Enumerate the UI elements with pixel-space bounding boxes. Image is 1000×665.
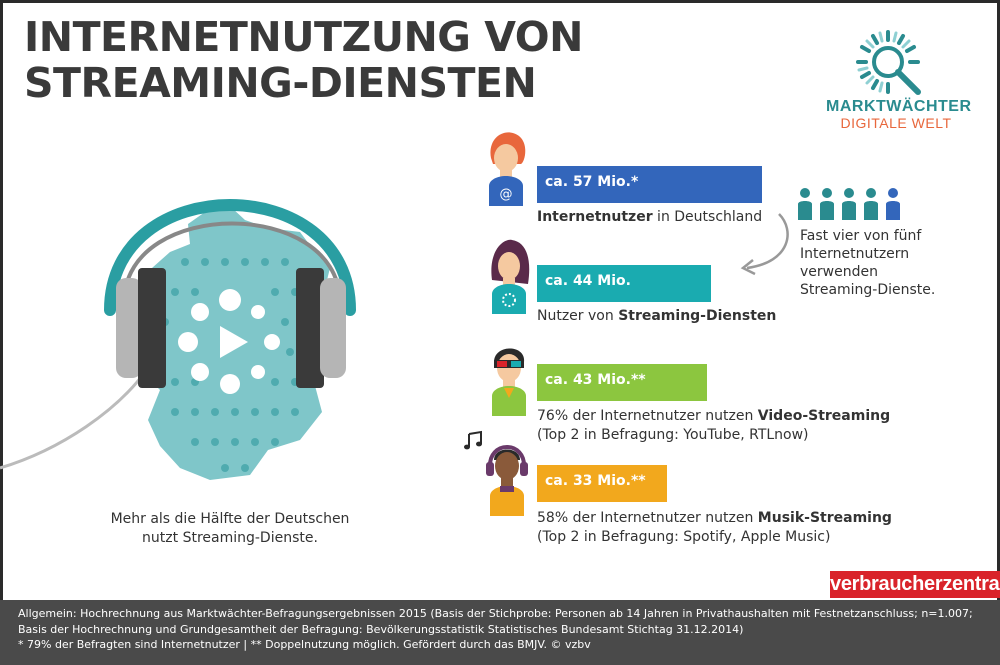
stat-bar: ca. 57 Mio.* — [537, 166, 762, 203]
curved-arrow-icon — [740, 213, 789, 276]
stat-description-bold: Video-Streaming — [757, 408, 891, 424]
side-note-line-4: Streaming-Dienste. — [800, 282, 936, 298]
map-caption-line-2: nutzt Streaming-Dienste. — [142, 530, 318, 546]
stat-description-prefix: 76% der Internetnutzer nutzen — [537, 408, 758, 424]
stat-description-bold: Streaming-Diensten — [618, 308, 777, 324]
stat-description-line-1: Nutzer von Streaming-Diensten — [537, 307, 776, 326]
stat-description: 76% der Internetnutzer nutzen Video-Stre… — [537, 407, 890, 445]
title-line-2: STREAMING-DIENSTEN — [24, 59, 537, 107]
logo-subtitle: DIGITALE WELT — [840, 115, 952, 131]
stat-description: Internetnutzer in Deutschland — [537, 208, 762, 227]
logo-name: MARKTWÄCHTER — [826, 98, 972, 115]
person-icon — [491, 239, 530, 314]
title-line-1: INTERNETNUTZUNG VON — [24, 13, 583, 61]
people-icon — [798, 188, 900, 220]
stat-description-rest: in Deutschland — [652, 209, 763, 225]
stat-description-bold: Musik-Streaming — [757, 510, 892, 526]
stat-description-prefix: Nutzer von — [537, 308, 619, 324]
footer-line-3: * 79% der Befragten sind Internetnutzer … — [18, 638, 591, 651]
stat-description: 58% der Internetnutzer nutzen Musik-Stre… — [537, 509, 892, 547]
stat-description-line-1: Internetnutzer in Deutschland — [537, 208, 762, 227]
stat-bar: ca. 43 Mio.** — [537, 364, 707, 401]
side-note-line-1: Fast vier von fünf — [800, 228, 922, 244]
person-icon: @ — [489, 132, 526, 206]
music-note-icon — [464, 430, 482, 450]
footer: Allgemein: Hochrechnung aus Marktwächter… — [0, 600, 1000, 665]
stat-bar: ca. 44 Mio. — [537, 265, 711, 302]
stat-description-bold: Internetnutzer — [537, 209, 653, 225]
side-note-line-2: Internetnutzern — [800, 246, 910, 262]
stat-description-line-1: 58% der Internetnutzer nutzen Musik-Stre… — [537, 509, 892, 528]
stat-description-line-2: (Top 2 in Befragung: Spotify, Apple Musi… — [537, 529, 831, 545]
map-caption-line-1: Mehr als die Hälfte der Deutschen — [110, 511, 350, 527]
side-note-line-3: verwenden — [800, 264, 878, 280]
map-caption: Mehr als die Hälfte der Deutschen nutzt … — [90, 510, 370, 548]
side-note: Fast vier von fünf Internetnutzern verwe… — [800, 227, 980, 299]
magnifier-icon — [856, 30, 921, 95]
svg-text:@: @ — [500, 187, 513, 202]
stat-description-line-1: 76% der Internetnutzer nutzen Video-Stre… — [537, 407, 890, 426]
stat-description-prefix: 58% der Internetnutzer nutzen — [537, 510, 758, 526]
3d-glasses-person-icon — [492, 348, 526, 416]
page-title: INTERNETNUTZUNG VON STREAMING-DIENSTEN — [24, 14, 583, 106]
germany-map-headphones-illustration — [0, 199, 356, 480]
stat-description-line-2: (Top 2 in Befragung: YouTube, RTLnow) — [537, 427, 809, 443]
footer-line-1: Allgemein: Hochrechnung aus Marktwächter… — [18, 607, 973, 620]
stat-bar: ca. 33 Mio.** — [537, 465, 667, 502]
footer-line-2: Basis der Hochrechnung und Grundgesamthe… — [18, 622, 744, 636]
headphones-person-icon — [486, 445, 528, 516]
verbraucherzentrale-logo: verbraucherzentrale — [830, 571, 1000, 598]
stat-description: Nutzer von Streaming-Diensten — [537, 307, 776, 326]
